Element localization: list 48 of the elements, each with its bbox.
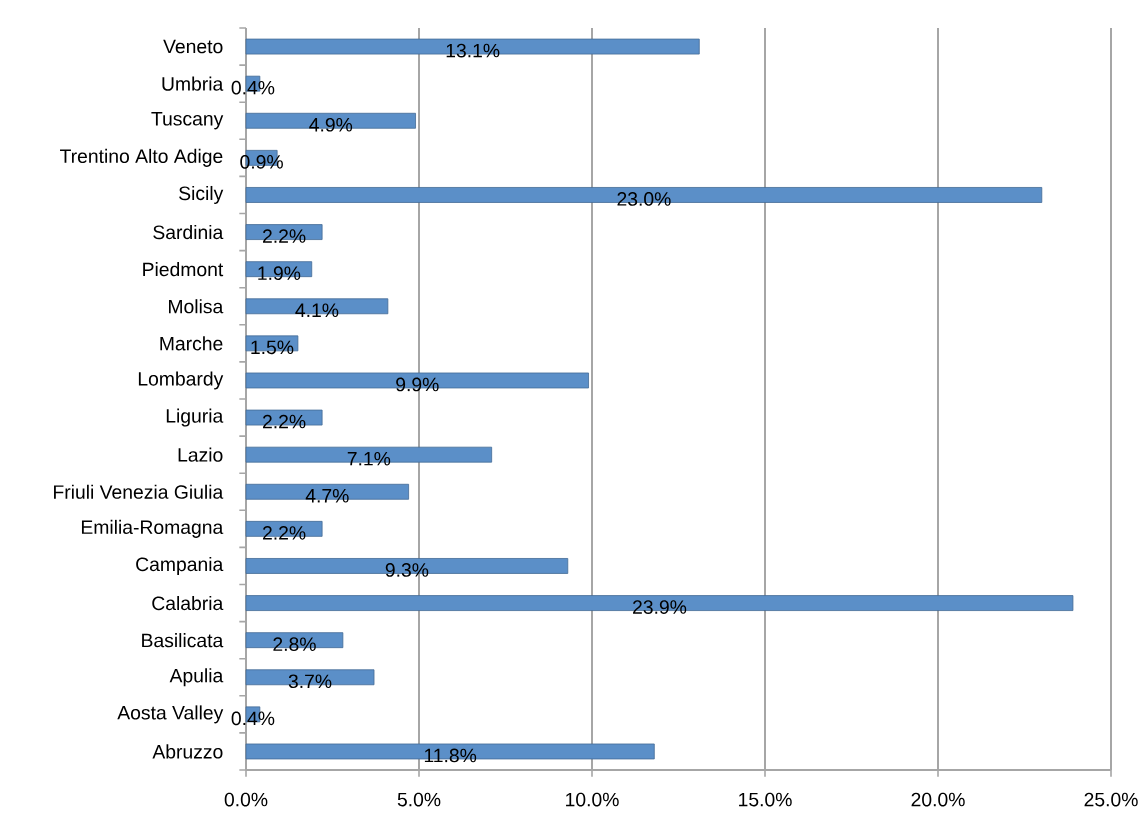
data-label: 4.7%	[305, 488, 349, 503]
data-label: 9.9%	[396, 377, 439, 392]
data-label: 4.9%	[309, 117, 353, 132]
data-label: 1.5%	[251, 340, 294, 355]
y-tick-label: Abruzzo	[152, 744, 223, 759]
data-label: 2.2%	[263, 229, 306, 243]
data-label: 11.8%	[424, 748, 477, 763]
data-label: 23.0%	[617, 192, 671, 206]
x-tick-label: 5.0%	[397, 792, 441, 807]
y-tick-label: Friuli Venezia Giulia	[54, 484, 224, 499]
data-label: 2.2%	[263, 414, 306, 429]
x-tick-label: 10.0%	[566, 792, 619, 807]
bar	[245, 298, 389, 315]
y-tick-label: Sardinia	[153, 224, 224, 240]
y-tick-label: Lombardy	[138, 371, 224, 390]
y-tick-label: Emilia-Romagna	[81, 519, 224, 538]
data-label: 9.3%	[385, 563, 429, 577]
data-label: 2.8%	[273, 637, 316, 652]
y-tick-label: Tuscany	[151, 112, 224, 130]
data-label: 0.4%	[231, 711, 275, 726]
y-tick-label: Aosta Valley	[117, 705, 224, 724]
y-tick-label: Molisa	[169, 299, 224, 314]
y-tick-label: Marche	[160, 336, 223, 351]
x-tick-label: 0.0%	[224, 792, 268, 807]
data-label: 2.2%	[263, 526, 306, 540]
bar	[245, 632, 344, 649]
y-tick-label: Sicily	[179, 185, 224, 204]
data-label: 13.1%	[446, 43, 500, 58]
y-tick-label: Basilicata	[142, 633, 224, 648]
y-tick-label: Piedmont	[143, 262, 224, 277]
y-tick-label: Campania	[136, 556, 224, 575]
y-tick-label: Lazio	[178, 447, 223, 462]
data-label: 7.1%	[347, 451, 391, 466]
x-tick-label: 15.0%	[739, 792, 792, 807]
x-tick-label: 20.0%	[911, 792, 965, 807]
data-label: 3.7%	[288, 674, 332, 689]
bar	[245, 669, 375, 686]
y-tick-label: Calabria	[152, 595, 224, 611]
bar	[245, 261, 313, 278]
data-label: 23.9%	[633, 600, 687, 614]
data-label: 4.1%	[295, 303, 339, 318]
y-tick-label: Veneto	[163, 39, 223, 54]
y-tick-label: Umbria	[162, 76, 224, 91]
data-label: 1.9%	[258, 266, 301, 281]
x-tick-label: 25.0%	[1084, 792, 1138, 807]
y-tick-label: Trentino Alto Adige	[60, 148, 223, 167]
y-tick-label: Liguria	[166, 408, 224, 427]
y-tick-label: Apulia	[169, 668, 224, 687]
